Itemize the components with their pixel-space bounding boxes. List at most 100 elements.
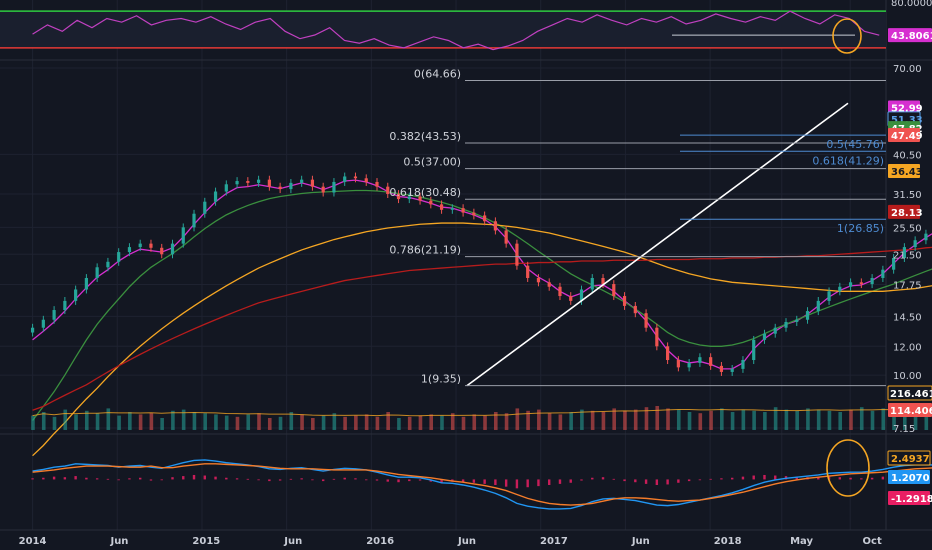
candle-body [364, 178, 368, 182]
price-pane: 0(64.66) 0.382(43.53) 0.5(37.00) 0.618(30.4… [30, 68, 932, 457]
macd-histogram-bar [612, 478, 615, 480]
candle-body [612, 284, 616, 297]
moving-average-line [32, 179, 932, 370]
candle-body [558, 286, 562, 297]
volume-bar [74, 414, 78, 430]
macd-histogram-bar [838, 477, 842, 480]
macd-badge-bg [888, 470, 930, 484]
volume-bar [149, 413, 154, 430]
macd-histogram-bar [128, 478, 131, 480]
macd-histogram-bar [472, 479, 476, 483]
macd-histogram-bar [225, 477, 228, 480]
volume-bar [784, 409, 789, 430]
candle-body [106, 261, 110, 268]
fib-level-label: 0.618(30.48) [389, 186, 461, 199]
candle-body [278, 186, 282, 190]
fib-secondary-label: 0.618(41.29) [812, 154, 884, 167]
candle-body [375, 181, 379, 187]
volume-bar [397, 418, 401, 430]
macd-histogram-bar [139, 477, 142, 480]
macd-histogram-bar [74, 476, 77, 480]
candle-body [450, 208, 454, 210]
macd-histogram-bar [504, 479, 508, 487]
candle-body [870, 277, 874, 285]
volume-badge-label: 114.406M [890, 406, 932, 417]
volume-bar [720, 408, 724, 430]
volume-bar [117, 415, 121, 430]
macd-histogram-bar [494, 479, 497, 485]
candle-body [590, 277, 594, 290]
volume-bar [558, 414, 563, 430]
volume-bar [590, 410, 595, 430]
volume-bar [332, 413, 337, 430]
volume-bar [504, 413, 509, 430]
volume-bar [655, 406, 660, 430]
volume-pane [31, 406, 932, 430]
macd-histogram-bar [698, 479, 702, 481]
candle-body [526, 265, 530, 278]
candle-body [343, 176, 347, 182]
candle-body [461, 208, 465, 213]
candle-body [547, 282, 551, 287]
macd-histogram-bar [235, 478, 239, 480]
macd-histogram-bar [418, 479, 422, 481]
volume-bar [41, 412, 46, 430]
volume-bar [343, 416, 347, 430]
macd-histogram-bar [408, 479, 411, 482]
volume-bar [741, 409, 746, 430]
moving-average-line [32, 189, 932, 421]
price-badge-label: 51.33 [891, 115, 923, 126]
volume-bar [730, 412, 735, 430]
macd-line [32, 463, 932, 506]
rsi-pane [0, 10, 886, 54]
macd-histogram-bar [655, 479, 659, 485]
macd-histogram-bar [321, 479, 325, 482]
volume-bar [224, 415, 229, 430]
x-tick-label: Jun [457, 536, 476, 547]
macd-histogram-bar [300, 478, 303, 480]
candle-body [816, 300, 820, 312]
volume-bar [849, 409, 853, 430]
macd-histogram-bar [95, 478, 99, 480]
candle-body [601, 277, 605, 285]
volume-bar [138, 414, 143, 430]
macd-histogram-bar [591, 477, 594, 480]
fib-level-label: 0.786(21.19) [389, 244, 461, 257]
fib-secondary-label: 1(26.85) [837, 222, 884, 235]
macd-histogram-bar [63, 477, 67, 480]
candle-body [515, 243, 519, 266]
macd-histogram-bar [52, 476, 56, 480]
candle-body [289, 182, 293, 190]
candle-body [224, 184, 228, 192]
x-tick-label: Oct [863, 536, 882, 547]
volume-bar [311, 418, 315, 430]
macd-histogram-bar [192, 474, 196, 480]
macd-histogram-bar [634, 479, 637, 483]
macd-histogram-bar [117, 479, 120, 481]
macd-histogram-bar [149, 479, 153, 481]
candle-body [730, 368, 734, 372]
macd-histogram-bar [85, 477, 88, 480]
macd-histogram-bar [332, 478, 336, 480]
macd-histogram-bar [763, 474, 766, 480]
macd-histogram-bar [214, 476, 217, 480]
candle-body [709, 357, 713, 366]
volume-bar [386, 412, 390, 430]
volume-bar [321, 415, 326, 430]
macd-badge-bg [887, 450, 931, 466]
volume-bar [267, 418, 272, 430]
price-tick-label: 10.00 [893, 371, 922, 382]
macd-histogram-bar [343, 477, 346, 480]
volume-bar [601, 412, 606, 430]
x-tick-label: 2017 [540, 536, 568, 547]
candle-body [536, 277, 541, 283]
volume-bar [580, 409, 584, 430]
macd-histogram-bar [461, 479, 465, 483]
candle-body [84, 277, 88, 290]
macd-histogram-bar [870, 477, 874, 480]
x-tick-label: Jun [109, 536, 128, 547]
price-badge-bg [888, 164, 920, 179]
volume-bar [752, 410, 756, 430]
volume-bar [698, 413, 703, 430]
